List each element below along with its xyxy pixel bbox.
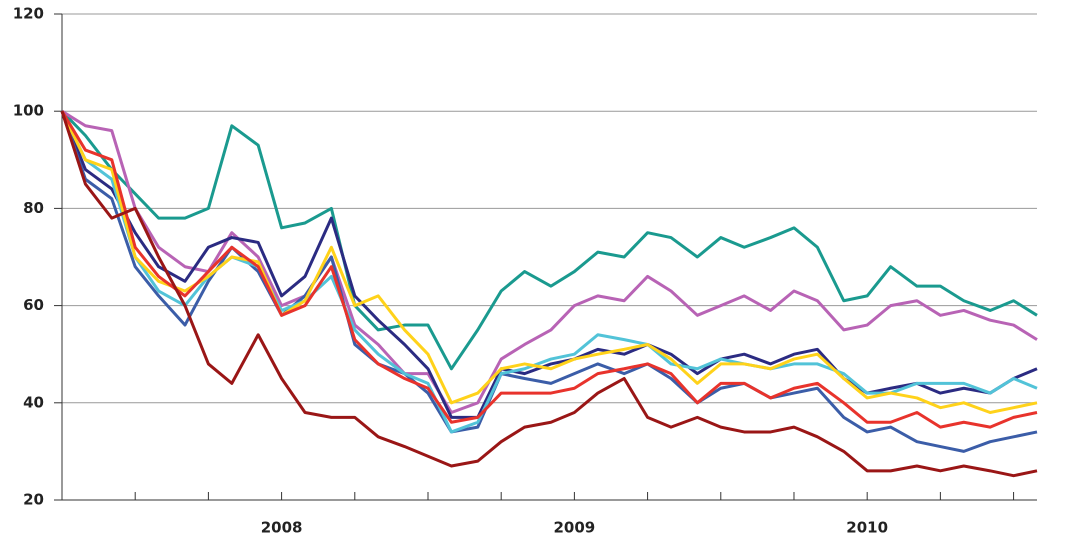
series-line (60, 110, 1038, 415)
y-tick-label: 20 (23, 491, 44, 509)
series-line (60, 110, 1038, 371)
series-line (60, 110, 1038, 478)
y-tick-label: 80 (23, 199, 44, 217)
y-tick-label: 60 (23, 296, 44, 314)
series-line (60, 110, 1038, 429)
series-line (60, 110, 1038, 419)
x-tick-label: 2008 (261, 519, 303, 537)
y-tick-label: 40 (23, 393, 44, 411)
series-line (61, 109, 1038, 415)
series-line (60, 110, 1038, 453)
x-tick-label: 2009 (554, 519, 596, 537)
y-tick-label: 120 (13, 5, 44, 23)
y-tick-label: 100 (13, 102, 44, 120)
x-tick-label: 2010 (846, 519, 888, 537)
